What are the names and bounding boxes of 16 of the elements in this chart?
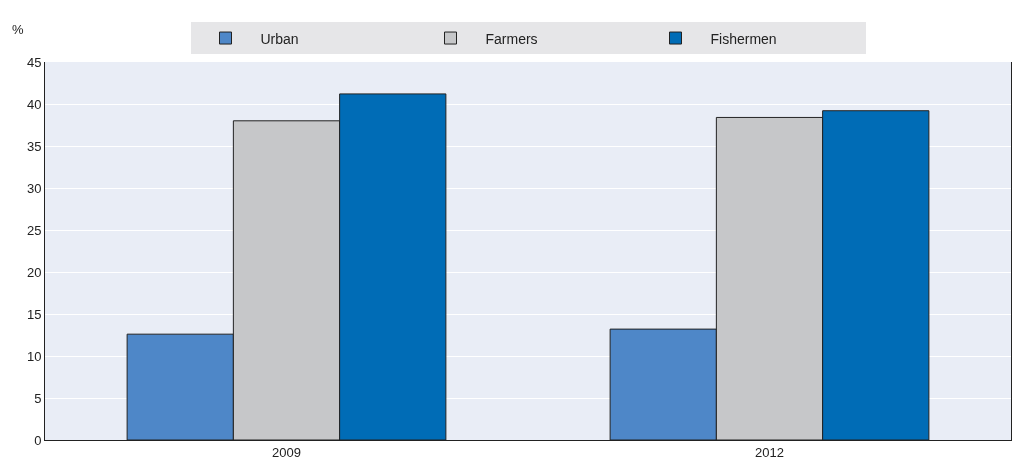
legend-label: Urban: [260, 30, 299, 47]
x-tick-label: 2012: [755, 444, 784, 460]
y-tick-label: 40: [26, 96, 42, 112]
y-tick-label: 45: [26, 54, 42, 70]
y-tick-label: 30: [26, 180, 42, 196]
y-axis-title: %: [12, 22, 24, 37]
y-tick-label: 0: [34, 432, 42, 448]
y-tick-label: 15: [26, 306, 42, 322]
legend-label: Fishermen: [710, 30, 777, 47]
legend-label: Farmers: [485, 30, 538, 47]
y-tick-label: 25: [26, 222, 42, 238]
y-tick-label: 5: [34, 390, 42, 406]
y-tick-label: 35: [26, 138, 42, 154]
y-tick-label: 10: [26, 348, 42, 364]
y-tick-label: 20: [26, 264, 42, 280]
x-tick-label: 2009: [272, 444, 301, 460]
